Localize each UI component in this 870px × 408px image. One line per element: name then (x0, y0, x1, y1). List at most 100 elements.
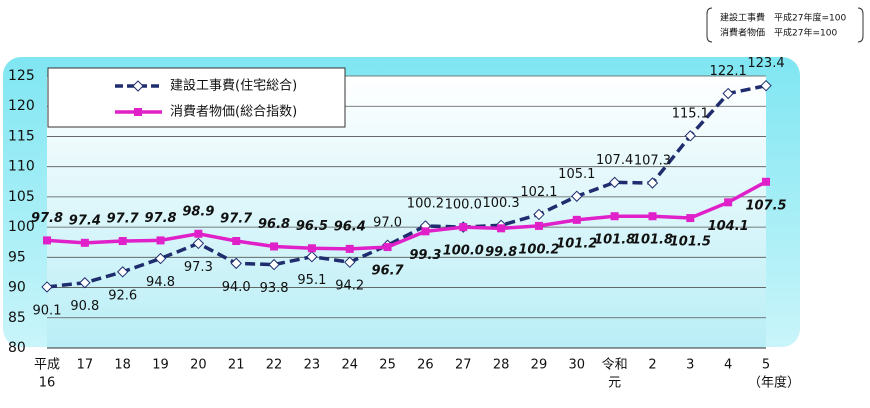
x-tick-label: 22 (266, 358, 283, 373)
data-label: 99.8 (485, 245, 517, 260)
data-label: 107.4 (596, 153, 633, 168)
marker (80, 238, 89, 247)
marker (533, 208, 545, 221)
y-tick-label: 90 (8, 280, 26, 296)
x-tick-label: 21 (228, 358, 245, 373)
data-label: 100.2 (518, 242, 559, 257)
data-label: 107.3 (634, 153, 671, 168)
data-label: 115.1 (672, 106, 709, 121)
legend-label: 建設工事費(住宅総合) (170, 78, 297, 94)
marker (571, 190, 583, 202)
legend (47, 67, 346, 128)
y-tick-label: 105 (8, 189, 35, 205)
y-tick-label: 120 (8, 98, 35, 114)
marker (572, 215, 581, 224)
marker (79, 277, 91, 289)
data-label: 101.2 (556, 236, 597, 251)
marker (116, 266, 129, 278)
marker (534, 221, 543, 230)
x-tick-label: 令和 (602, 358, 628, 373)
marker (268, 258, 280, 271)
data-label: 99.3 (409, 248, 441, 263)
data-label: 104.1 (708, 219, 749, 234)
marker (722, 87, 734, 100)
data-label: 97.3 (184, 260, 213, 275)
marker (421, 227, 430, 236)
x-tick-label: 3 (686, 358, 694, 373)
marker (608, 176, 621, 189)
legend-marker (132, 80, 144, 92)
data-label: 102.1 (520, 185, 557, 200)
y-tick-label: 95 (8, 249, 26, 265)
data-label: 97.4 (69, 213, 101, 228)
marker (43, 236, 51, 245)
x-tick-label: 29 (531, 358, 548, 373)
y-tick-label: 80 (8, 340, 26, 356)
data-label: 97.8 (31, 211, 63, 226)
data-label: 100.0 (443, 244, 484, 259)
data-label: 95.1 (297, 273, 326, 288)
y-tick-label: 100 (8, 219, 35, 235)
x-tick-label: 27 (455, 358, 472, 373)
series-line (46, 180, 767, 251)
marker (118, 237, 127, 246)
marker (646, 177, 659, 189)
data-label: 100.0 (445, 198, 482, 213)
marker (610, 212, 619, 221)
marker (686, 214, 695, 223)
x-tick-label: 24 (341, 358, 358, 373)
marker (459, 223, 468, 232)
data-label: 105.1 (558, 167, 595, 182)
x-tick-label: 30 (569, 358, 586, 373)
marker (345, 244, 354, 253)
data-label: 101.8 (632, 233, 673, 248)
marker (230, 257, 242, 270)
marker (41, 281, 53, 293)
data-label: 92.6 (108, 288, 137, 303)
x-tick-label: 20 (190, 358, 207, 373)
data-label: 97.7 (220, 212, 253, 227)
marker (762, 177, 770, 186)
data-label: 123.4 (747, 56, 784, 71)
x-tick-label: 2 (648, 358, 656, 373)
legend-label: 消費者物価(総合指数) (170, 105, 297, 120)
series-line (46, 83, 767, 289)
data-label: 101.5 (670, 235, 711, 250)
marker (724, 198, 733, 207)
data-label: 94.8 (146, 275, 175, 290)
marker (648, 212, 657, 221)
marker (270, 242, 279, 251)
note: 消費者物価 平成27年=100 (720, 27, 837, 39)
data-label: 97.8 (144, 211, 176, 226)
data-label: 96.7 (372, 264, 405, 279)
data-label: 96.5 (296, 219, 328, 234)
marker (194, 229, 203, 238)
marker (306, 251, 318, 263)
marker (383, 243, 392, 252)
marker (156, 236, 165, 245)
x-tick-label: 19 (152, 358, 169, 373)
y-tick-label: 110 (8, 159, 35, 175)
data-label: 107.5 (745, 198, 786, 213)
note-bracket (706, 7, 864, 43)
x-unit: （年度） (748, 375, 800, 391)
legend-marker (134, 108, 142, 116)
y-tick-label: 85 (8, 310, 26, 326)
x-tick-label: 23 (304, 358, 321, 373)
data-label: 90.1 (33, 303, 62, 318)
x-tick-label: 5 (762, 358, 770, 373)
data-label: 94.0 (222, 280, 251, 295)
marker (192, 237, 205, 250)
x-tick-label: 4 (724, 358, 732, 373)
data-label: 100.2 (407, 196, 444, 211)
marker (497, 224, 506, 233)
marker (684, 130, 697, 142)
data-label: 90.8 (70, 299, 99, 314)
marker (760, 79, 772, 92)
x-tick-label: 平成 (34, 358, 60, 373)
x-tick-label: 25 (379, 358, 396, 373)
marker (307, 244, 316, 253)
data-label: 93.8 (260, 281, 289, 296)
marker (154, 252, 167, 265)
